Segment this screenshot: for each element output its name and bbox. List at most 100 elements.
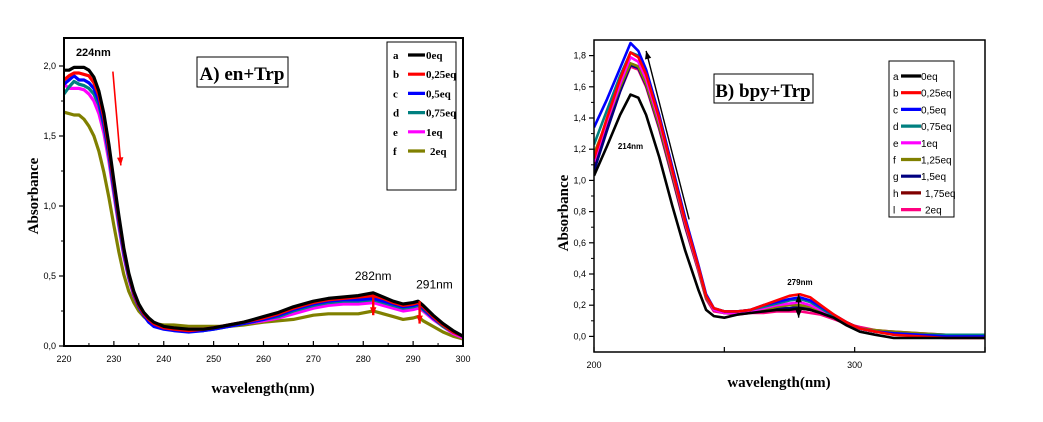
y-tick-label-b: 1,8: [573, 51, 586, 61]
legend-b: a 0eq b 0,25eq c 0,5eq d 0,75eq e 1eq f 1,25eq g 1,5e…: [888, 60, 956, 218]
legend-item-label: f: [893, 156, 896, 167]
x-tick-label-b: 200: [586, 360, 601, 370]
y-tick-label-a: 0,0: [43, 341, 56, 351]
legend-item-label: a: [393, 50, 399, 62]
annotation-label: 224nm: [76, 47, 111, 59]
annotation-label: 282nm: [355, 269, 392, 283]
legend-item-name: 0,5eq: [426, 88, 452, 100]
legend-item-name: 0,75eq: [921, 122, 952, 133]
legend-item-label: b: [393, 69, 399, 81]
legend-item-label: d: [393, 108, 399, 120]
series-line-a-f: [64, 110, 463, 341]
y-tick-label-a: 0,5: [43, 271, 56, 281]
chart-panel-b: 200 300 0,0 0,2 0,4 0,6 0,8 1,0 1,2 1,4 1,6 1,8 wa…: [556, 39, 986, 391]
y-tick-label-b: 0,6: [573, 238, 586, 248]
legend-item-b: h 1,75eq: [893, 189, 956, 200]
x-axis-title-b: wavelength(nm): [727, 375, 830, 391]
arrow-head-icon: [795, 309, 802, 318]
series-line-a-a: [64, 65, 463, 338]
x-tick-label-a: 300: [455, 354, 470, 364]
panel-title-text-a: A) en+Trp: [200, 64, 285, 85]
legend-item-b: d 0,75eq: [893, 122, 952, 133]
legend-item-name: 2eq: [925, 206, 942, 217]
annotation-arrow: [112, 71, 122, 166]
legend-item-label: g: [893, 172, 899, 183]
legend-item-a: f 2eq: [393, 146, 447, 158]
x-tick-label-a: 280: [356, 354, 371, 364]
y-axis-title-a: Absorbance: [26, 157, 42, 234]
legend-item-label: d: [893, 122, 899, 133]
x-tick-label-a: 270: [306, 354, 321, 364]
legend-a: a 0eq b 0,25eq c 0,5eq d 0,75eq e 1eq f 2eq: [386, 41, 457, 191]
legend-item-label: l: [893, 206, 895, 217]
y-tick-label-b: 0,4: [573, 269, 586, 279]
arrow-head-icon: [116, 157, 124, 166]
legend-item-name: 0,25eq: [426, 69, 457, 81]
legend-item-label: f: [393, 146, 397, 158]
legend-item-a: e 1eq: [393, 127, 443, 139]
annotation-label: 291nm: [416, 278, 453, 292]
annotations-a: 224nm 282nm 291nm: [76, 47, 453, 324]
x-tick-label-a: 250: [206, 354, 221, 364]
series-layer-a: [64, 65, 463, 341]
legend-item-name: 1,5eq: [921, 172, 946, 183]
legend-item-b: l 2eq: [893, 206, 942, 217]
y-tick-label-b: 1,4: [573, 113, 586, 123]
legend-item-label: e: [893, 139, 899, 150]
series-layer-b: [594, 41, 985, 340]
panel-title-b: B) bpy+Trp: [713, 73, 814, 104]
legend-item-name: 0eq: [426, 50, 443, 62]
legend-item-name: 1,75eq: [925, 189, 956, 200]
legend-item-b: a 0eq: [893, 72, 938, 83]
legend-item-b: e 1eq: [893, 139, 938, 150]
annotation-label: 279nm: [787, 278, 812, 287]
legend-item-b: c 0,5eq: [893, 105, 946, 116]
legend-item-b: f 1,25eq: [893, 156, 952, 167]
x-ticks-a: 220 230 240 250 260 270 280 290 300: [56, 341, 471, 364]
legend-item-label: h: [893, 189, 899, 200]
x-tick-label-a: 220: [56, 354, 71, 364]
legend-item-name: 0,75eq: [426, 108, 457, 120]
panel-title-box-b: [713, 73, 814, 104]
y-tick-label-b: 1,2: [573, 144, 586, 154]
x-tick-label-a: 290: [406, 354, 421, 364]
arrow-head-icon: [416, 315, 423, 324]
panel-title-a: A) en+Trp: [196, 56, 289, 88]
annotations-b: 214nm 279nm: [618, 50, 813, 318]
arrow-head-icon: [370, 307, 377, 316]
legend-item-label: c: [393, 88, 398, 100]
legend-item-name: 0eq: [921, 72, 938, 83]
legend-box-a: [386, 41, 457, 191]
legend-item-name: 0,25eq: [921, 89, 952, 100]
legend-item-b: b 0,25eq: [893, 89, 952, 100]
arrow-head-icon: [645, 50, 652, 60]
panel-title-box-a: [196, 56, 289, 88]
x-tick-label-a: 230: [106, 354, 121, 364]
legend-item-label: b: [893, 89, 899, 100]
y-tick-label-a: 1,5: [43, 131, 56, 141]
y-tick-label-a: 1,0: [43, 201, 56, 211]
x-tick-label-a: 260: [256, 354, 271, 364]
y-axis-title-b: Absorbance: [556, 174, 572, 251]
legend-item-name: 1eq: [426, 127, 443, 139]
y-ticks-a: 0,0 0,5 1,0 1,5 2,0: [43, 61, 64, 351]
y-tick-label-b: 0,8: [573, 207, 586, 217]
y-tick-label-b: 1,0: [573, 175, 586, 185]
legend-item-label: e: [393, 127, 398, 139]
legend-item-label: c: [893, 105, 898, 116]
panel-title-text-b: B) bpy+Trp: [715, 81, 810, 102]
legend-item-b: g 1,5eq: [893, 172, 946, 183]
y-ticks-b: 0,0 0,2 0,4 0,6 0,8 1,0 1,2 1,4 1,6 1,8: [573, 51, 594, 341]
y-tick-label-b: 0,0: [573, 331, 586, 341]
x-axis-title-a: wavelength(nm): [211, 381, 314, 397]
legend-item-name: 0,5eq: [921, 105, 946, 116]
y-tick-label-b: 1,6: [573, 82, 586, 92]
legend-item-label: a: [893, 72, 899, 83]
legend-item-name: 2eq: [430, 146, 447, 158]
legend-item-name: 1eq: [921, 139, 938, 150]
y-tick-label-b: 0,2: [573, 300, 586, 310]
legend-item-a: c 0,5eq: [393, 88, 452, 100]
legend-item-name: 1,25eq: [921, 156, 952, 167]
arrow-head-icon: [795, 294, 802, 303]
annotation-arrow: [645, 50, 690, 220]
